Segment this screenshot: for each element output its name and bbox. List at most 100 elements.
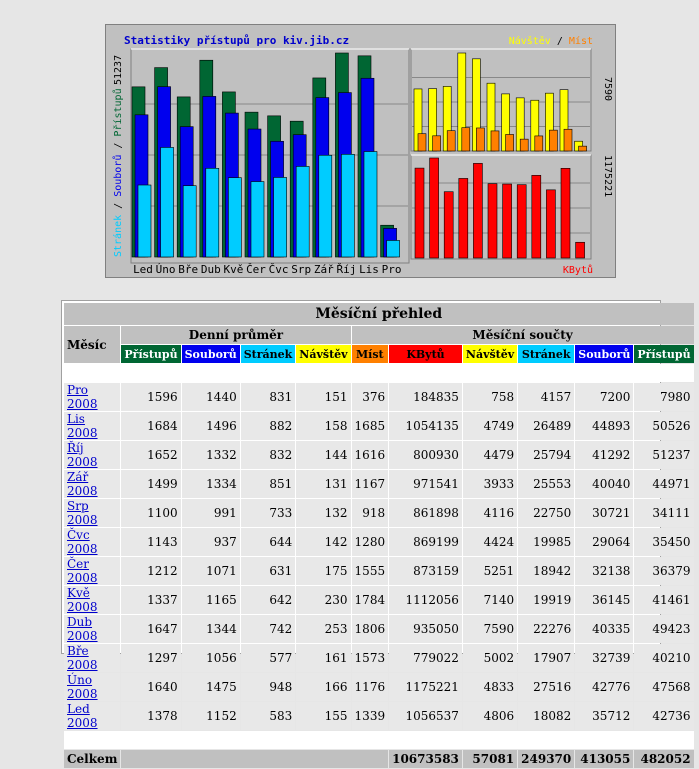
kbytes-bar xyxy=(531,175,542,259)
kbytes-bar xyxy=(443,191,454,259)
month-link[interactable]: Čer 2008 xyxy=(67,557,98,585)
x-tick-label: Čvc xyxy=(269,263,289,276)
cell-m-files: 42776 xyxy=(575,673,634,701)
col-monthly-pages: Stránek xyxy=(518,345,575,363)
table-row: Kvě 2008 1337 1165 642 230 1784 1112056 7140 199… xyxy=(64,586,694,614)
kbytes-bar xyxy=(516,184,527,259)
cell-d-files: 1440 xyxy=(181,383,240,411)
kbytes-bar xyxy=(473,163,483,259)
chart-title: Statistiky přístupů pro kiv.jib.cz xyxy=(124,34,349,47)
cell-d-files: 1152 xyxy=(181,702,240,730)
cell-m-pages: 22276 xyxy=(518,615,575,643)
cell-d-hits: 1297 xyxy=(121,644,181,672)
month-cell: Zář 2008 xyxy=(64,470,121,498)
axis-label-sep2: / xyxy=(113,137,124,155)
left-axis-max: 51237 xyxy=(113,55,124,85)
daily-average-header: Denní průměr xyxy=(121,326,351,344)
cell-m-hits: 44971 xyxy=(634,470,694,498)
month-cell: Pro 2008 xyxy=(64,383,121,411)
sites-bar xyxy=(476,127,485,152)
col-daily-pages: Stránek xyxy=(240,345,296,363)
cell-m-visits: 7140 xyxy=(462,586,518,614)
pages-bar xyxy=(386,240,400,258)
month-link[interactable]: Lis 2008 xyxy=(67,412,98,440)
cell-m-sites: 1616 xyxy=(351,441,389,469)
table-row: Úno 2008 1640 1475 948 166 1176 1175221 4833 275… xyxy=(64,673,694,701)
cell-m-sites: 1339 xyxy=(351,702,389,730)
sites-bar xyxy=(563,128,573,152)
cell-m-pages: 25794 xyxy=(518,441,575,469)
cell-m-files: 40335 xyxy=(575,615,634,643)
cell-d-files: 1165 xyxy=(181,586,240,614)
cell-m-hits: 34111 xyxy=(634,499,694,527)
cell-m-pages: 17907 xyxy=(518,644,575,672)
legend-sites: Míst xyxy=(569,35,593,47)
cell-d-visits: 253 xyxy=(296,615,351,643)
total-hits: 482052 xyxy=(634,750,694,768)
cell-m-visits: 4116 xyxy=(462,499,518,527)
cell-d-visits: 142 xyxy=(296,528,351,556)
cell-m-sites: 376 xyxy=(351,383,389,411)
month-cell: Kvě 2008 xyxy=(64,586,121,614)
cell-m-kb: 873159 xyxy=(389,557,462,585)
cell-d-files: 1056 xyxy=(181,644,240,672)
month-link[interactable]: Srp 2008 xyxy=(67,499,98,527)
cell-m-hits: 40210 xyxy=(634,644,694,672)
cell-m-pages: 19919 xyxy=(518,586,575,614)
cell-d-files: 1334 xyxy=(181,470,240,498)
cell-d-hits: 1337 xyxy=(121,586,181,614)
cell-d-hits: 1143 xyxy=(121,528,181,556)
cell-m-files: 29064 xyxy=(575,528,634,556)
month-link[interactable]: Čvc 2008 xyxy=(67,528,98,556)
month-link[interactable]: Říj 2008 xyxy=(67,441,98,469)
usage-chart: Led Úno Bře Dub Kvě Čer Čvc Srp Zář Říj Lis Pro Sta… xyxy=(105,24,616,278)
cell-m-hits: 49423 xyxy=(634,615,694,643)
month-link[interactable]: Bře 2008 xyxy=(67,644,98,672)
cell-m-visits: 4749 xyxy=(462,412,518,440)
month-link[interactable]: Pro 2008 xyxy=(67,383,98,411)
cell-m-visits: 4833 xyxy=(462,673,518,701)
cell-d-files: 1475 xyxy=(181,673,240,701)
total-row: Celkem 10673583 57081 249370 413055 4820… xyxy=(64,750,694,768)
month-link[interactable]: Kvě 2008 xyxy=(67,586,98,614)
cell-m-files: 44893 xyxy=(575,412,634,440)
cell-m-hits: 41461 xyxy=(634,586,694,614)
pages-bar xyxy=(228,177,242,258)
col-daily-files: Souborů xyxy=(181,345,240,363)
sites-bar xyxy=(505,134,514,152)
cell-d-pages: 832 xyxy=(240,441,296,469)
month-link[interactable]: Zář 2008 xyxy=(67,470,98,498)
cell-d-pages: 742 xyxy=(240,615,296,643)
sites-bar xyxy=(417,133,427,152)
cell-m-sites: 1573 xyxy=(351,644,389,672)
cell-d-pages: 577 xyxy=(240,644,296,672)
cell-m-sites: 918 xyxy=(351,499,389,527)
cell-m-pages: 19985 xyxy=(518,528,575,556)
cell-m-kb: 861898 xyxy=(389,499,462,527)
cell-d-hits: 1100 xyxy=(121,499,181,527)
month-cell: Čvc 2008 xyxy=(64,528,121,556)
cell-d-visits: 155 xyxy=(296,702,351,730)
cell-m-files: 41292 xyxy=(575,441,634,469)
total-pages: 249370 xyxy=(518,750,575,768)
cell-m-hits: 35450 xyxy=(634,528,694,556)
cell-d-pages: 831 xyxy=(240,383,296,411)
cell-d-pages: 733 xyxy=(240,499,296,527)
kbytes-bar xyxy=(487,183,498,259)
x-tick-label: Lis xyxy=(359,263,379,276)
month-link[interactable]: Dub 2008 xyxy=(67,615,98,643)
x-tick-label: Srp xyxy=(291,263,311,276)
month-link[interactable]: Led 2008 xyxy=(67,702,98,730)
header-spacer xyxy=(64,364,694,382)
month-link[interactable]: Úno 2008 xyxy=(67,673,98,701)
cell-d-pages: 851 xyxy=(240,470,296,498)
x-tick-label: Kvě xyxy=(223,263,243,276)
col-monthly-sites: Míst xyxy=(351,345,389,363)
cell-m-visits: 3933 xyxy=(462,470,518,498)
cell-d-visits: 132 xyxy=(296,499,351,527)
sites-bar xyxy=(549,129,558,152)
table-row: Dub 2008 1647 1344 742 253 1806 935050 7590 2227… xyxy=(64,615,694,643)
cell-d-hits: 1499 xyxy=(121,470,181,498)
sites-bar xyxy=(578,145,587,152)
cell-m-files: 36145 xyxy=(575,586,634,614)
